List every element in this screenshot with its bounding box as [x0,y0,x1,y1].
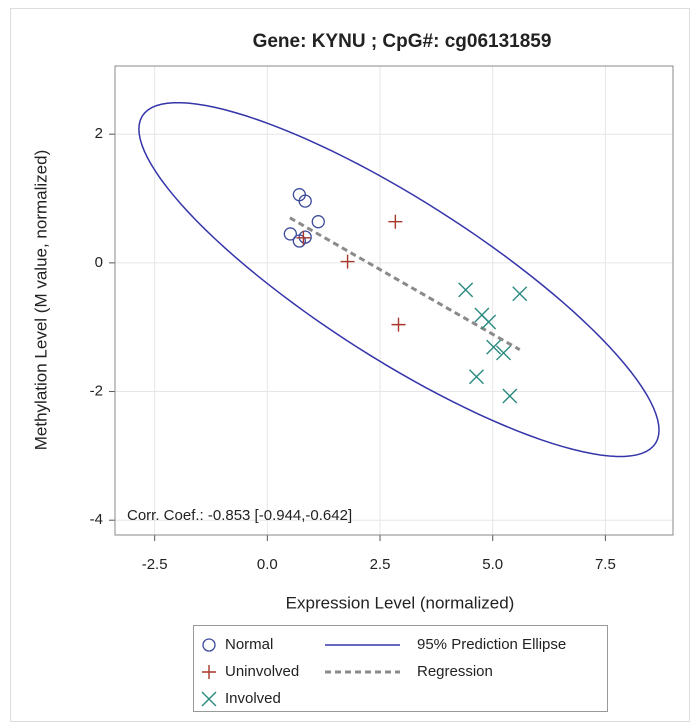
x-tick-label: 7.5 [595,556,616,573]
point [468,369,484,385]
plot-area [114,65,674,536]
legend-label: Involved [225,690,281,707]
point [486,339,502,355]
x-axis-label: Expression Level (normalized) [286,593,515,612]
y-tick-label: -4 [90,511,103,528]
frame [10,8,690,722]
legend-marker [202,638,216,652]
legend-label: 95% Prediction Ellipse [417,636,566,653]
point [502,388,518,404]
regression-line [289,216,521,352]
point [388,214,403,229]
x-tick-label: -2.5 [142,556,168,573]
annotation: Corr. Coef.: -0.853 [-0.944,-0.642] [127,507,352,524]
point [283,227,297,241]
point [512,286,528,302]
x-tick-label: 2.5 [370,556,391,573]
chart-title: Gene: KYNU ; CpG#: cg06131859 [253,31,552,52]
y-tick-label: 2 [95,125,103,142]
point [340,254,355,269]
legend-marker [202,665,216,679]
y-axis-label: Methylation Level (M value, normalized) [31,150,50,450]
legend-label: Uninvolved [225,663,299,680]
legend-label: Normal [225,636,273,653]
point [296,230,311,245]
point [458,282,474,298]
legend-marker [201,691,217,707]
point [481,314,497,330]
legend [193,625,608,712]
x-tick-label: 0.0 [257,556,278,573]
y-tick-label: 0 [95,254,103,271]
legend-label: Regression [417,663,493,680]
y-tick-label: -2 [90,383,103,400]
point [391,317,406,332]
x-tick-label: 5.0 [482,556,503,573]
prediction-ellipse [138,101,660,458]
point [496,345,512,361]
point [298,194,312,208]
point [311,215,325,229]
